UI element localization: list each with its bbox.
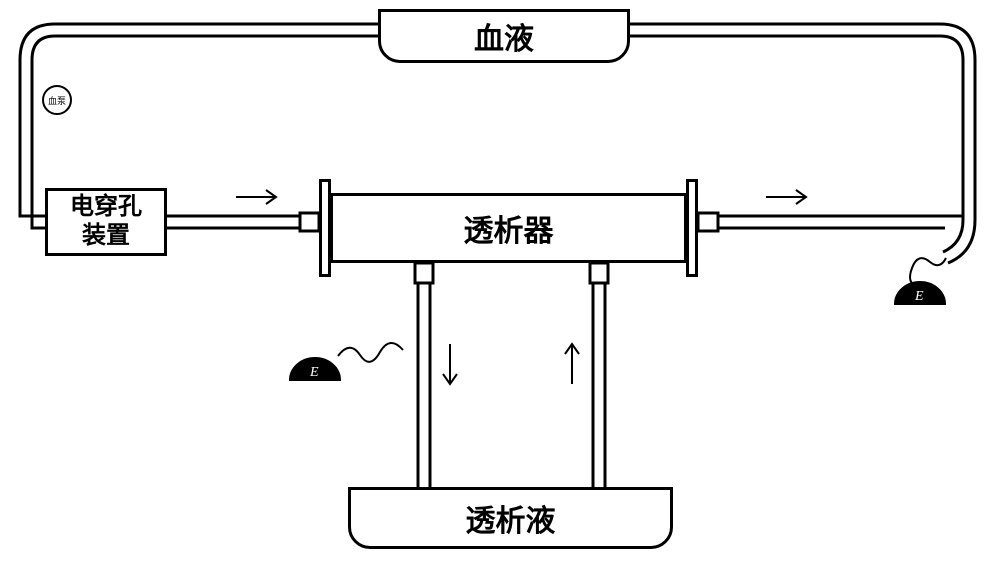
electroporation-box: 电穿孔 装置 [45, 188, 167, 256]
dialyzer-body: 透析器 [330, 193, 687, 263]
blood-box: 血液 [378, 9, 630, 63]
pump-circle: 血泵 [42, 85, 72, 115]
sensor-label-left: E [309, 365, 319, 380]
blood-label: 血液 [474, 14, 534, 58]
dialyzer-flange-right [686, 179, 698, 277]
electroporation-label: 电穿孔 装置 [70, 193, 142, 251]
dialysate-box: 透析液 [348, 487, 673, 549]
dialyzer-label: 透析器 [464, 206, 554, 250]
pump-label: 血泵 [48, 94, 66, 107]
sensor-label-right: E [914, 289, 924, 304]
dialysate-label: 透析液 [466, 496, 556, 540]
diagram-root: E E 血液 血泵 电穿孔 装置 透析器 透析液 [0, 0, 1000, 581]
